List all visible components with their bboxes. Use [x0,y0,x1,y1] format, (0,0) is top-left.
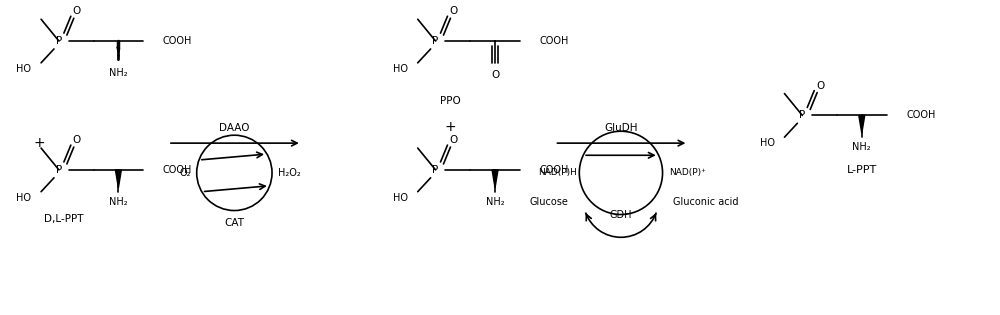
Text: GluDH: GluDH [604,123,638,133]
Text: O: O [449,6,458,16]
Text: P: P [56,165,62,175]
Text: COOH: COOH [906,110,936,120]
Text: P: P [432,36,439,46]
Text: HO: HO [393,64,408,74]
Text: P: P [56,36,62,46]
Polygon shape [115,170,121,188]
Text: Glucose: Glucose [530,197,568,207]
Text: NAD(P)⁺: NAD(P)⁺ [669,168,706,177]
Text: COOH: COOH [540,36,569,46]
Text: HO: HO [16,193,31,203]
Text: COOH: COOH [163,36,192,46]
Text: HO: HO [16,64,31,74]
Text: PPO: PPO [440,95,461,106]
Text: CAT: CAT [224,218,244,228]
Text: P: P [432,165,439,175]
Text: NH₂: NH₂ [486,197,504,207]
Text: COOH: COOH [163,165,192,175]
Text: O: O [491,70,499,80]
Text: HO: HO [760,138,775,148]
Text: COOH: COOH [540,165,569,175]
Text: O: O [816,81,824,91]
Text: NH₂: NH₂ [109,68,128,78]
Text: +: + [33,136,45,150]
Text: NH₂: NH₂ [109,197,128,207]
Polygon shape [492,170,498,188]
Text: +: + [445,120,456,134]
Text: D,L-PPT: D,L-PPT [44,215,84,225]
Text: O: O [73,6,81,16]
Text: O₂: O₂ [179,168,191,178]
Text: NAD(P)H: NAD(P)H [538,168,577,177]
Text: O: O [449,135,458,145]
Text: H₂O₂: H₂O₂ [278,168,301,178]
Polygon shape [859,115,865,133]
Text: GDH: GDH [610,209,632,220]
Text: O: O [73,135,81,145]
Text: Gluconic acid: Gluconic acid [673,197,739,207]
Text: L-PPT: L-PPT [847,165,877,175]
Text: DAAO: DAAO [219,123,250,133]
Text: HO: HO [393,193,408,203]
Text: P: P [799,110,805,120]
Text: NH₂: NH₂ [852,142,871,152]
